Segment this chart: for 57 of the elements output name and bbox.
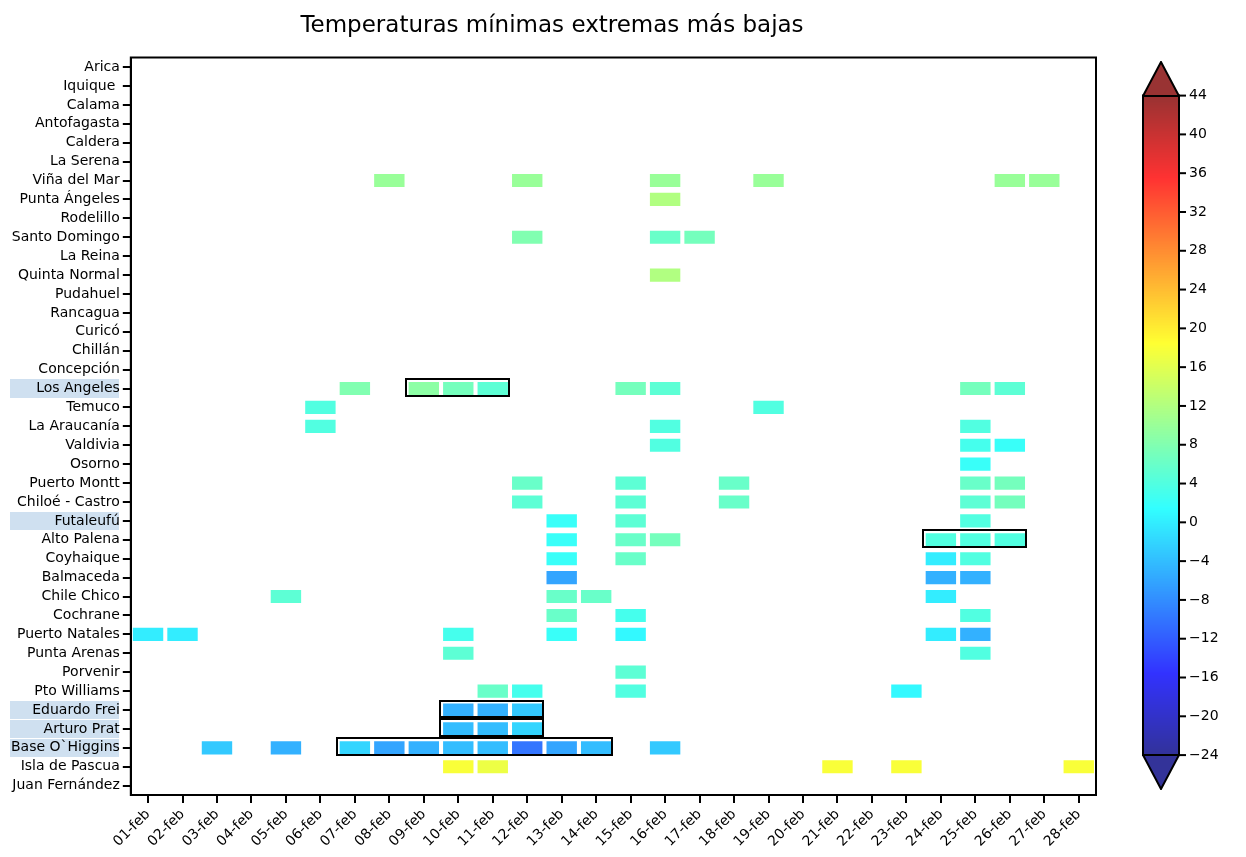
y-tick-label: Temuco (65, 398, 120, 415)
y-tick-label: Valdivia (65, 435, 120, 452)
y-tick-label: Antofagasta (34, 114, 120, 131)
color-bar-label: −4 (1189, 551, 1210, 568)
y-tick-label: Futaleufú (54, 511, 120, 528)
y-tick-label: La Araucanía (28, 416, 120, 433)
y-tick-label: Chile Chico (41, 587, 120, 604)
y-tick-label: Chillán (72, 341, 120, 358)
y-tick-label: Pudahuel (55, 284, 120, 301)
y-tick-label: Arica (84, 57, 120, 74)
y-tick-label: Rancagua (50, 303, 120, 320)
y-tick-label: Cochrane (53, 606, 120, 623)
y-tick-label: Curicó (75, 322, 120, 339)
y-tick-label: Chiloé - Castro (17, 492, 120, 509)
y-tick-label: Punta Arenas (26, 643, 120, 660)
color-bar-label: 28 (1189, 241, 1207, 258)
y-tick-label: Viña del Mar (32, 171, 121, 188)
y-tick-label: Coyhaique (45, 549, 120, 566)
y-tick-label: Rodelillo (60, 208, 120, 225)
y-tick-label: Pto Williams (34, 681, 120, 698)
color-bar-label: 24 (1189, 280, 1207, 297)
color-bar-label: −24 (1189, 745, 1219, 762)
y-tick-label: Punta Ángeles (19, 190, 120, 207)
y-tick-label: La Serena (49, 152, 120, 169)
color-bar-label: 36 (1189, 163, 1207, 180)
y-tick-label: Balmaceda (41, 568, 120, 585)
y-tick-label: Quinta Normal (17, 265, 120, 282)
y-tick-label: Calama (66, 95, 120, 112)
color-bar-label: 20 (1189, 319, 1207, 335)
y-tick-label: Osorno (69, 454, 120, 471)
y-tick-label: Puerto Montt (29, 473, 121, 490)
color-bar-label: −12 (1189, 629, 1219, 646)
color-bar-label: 44 (1189, 86, 1207, 103)
y-tick-label: Caldera (65, 133, 120, 150)
color-bar-label: −20 (1189, 706, 1219, 723)
y-tick-label: Juan Fernández (11, 776, 120, 793)
color-bar-label: 8 (1189, 435, 1198, 452)
y-tick-label: Eduardo Frei (32, 700, 120, 717)
y-tick-label: Santo Domingo (11, 227, 120, 244)
color-bar-label: 12 (1189, 396, 1207, 413)
chart-title: Temperaturas mínimas extremas más bajas (299, 10, 804, 37)
y-tick-label: Los Angeles (36, 379, 120, 396)
color-bar-label: 16 (1189, 357, 1207, 374)
color-bar-label: −16 (1189, 668, 1219, 685)
y-tick-label: Iquique (63, 76, 120, 93)
color-bar-label: 0 (1189, 512, 1198, 529)
y-tick-label: Isla de Pascua (20, 757, 120, 774)
color-bar-label: 4 (1189, 474, 1198, 491)
y-tick-label: Arturo Prat (43, 719, 121, 736)
y-tick-label: Puerto Natales (16, 625, 120, 641)
color-bar-label: 32 (1189, 202, 1207, 219)
y-tick-label: La Reina (59, 246, 120, 263)
color-bar-label: 40 (1189, 125, 1207, 142)
y-tick-label: Alto Palena (41, 530, 120, 547)
y-tick-label: Concepción (38, 360, 120, 377)
y-tick-label: Porvenir (62, 662, 121, 679)
color-bar-label: −8 (1189, 590, 1210, 607)
